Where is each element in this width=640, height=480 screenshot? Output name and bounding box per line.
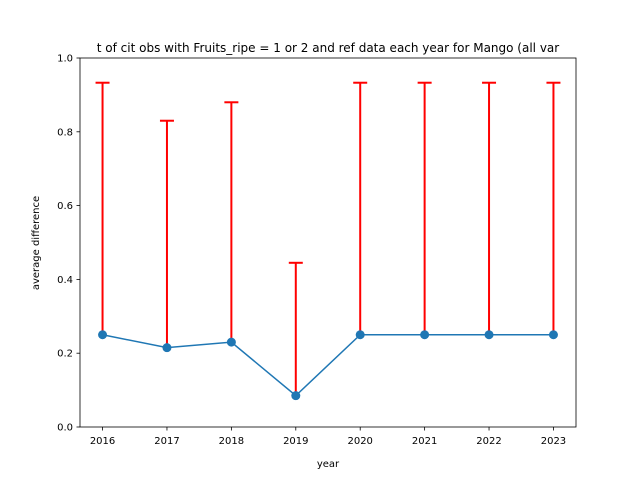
x-tick-label: 2016 bbox=[90, 436, 115, 447]
y-axis-label: average difference bbox=[31, 196, 42, 290]
data-point bbox=[548, 330, 558, 340]
x-tick-label: 2020 bbox=[347, 436, 372, 447]
plot-area bbox=[79, 57, 577, 428]
x-tick-label: 2021 bbox=[412, 436, 437, 447]
y-tick-label: 0.8 bbox=[57, 127, 73, 138]
x-axis-ticks: 2016 2017 2018 2019 2020 2021 2022 2023 bbox=[90, 427, 566, 447]
y-tick-label: 0.0 bbox=[57, 423, 73, 434]
chart-title: t of cit obs with Fruits_ripe = 1 or 2 a… bbox=[97, 41, 559, 55]
x-tick-label: 2019 bbox=[283, 436, 308, 447]
y-tick-label: 0.2 bbox=[57, 349, 73, 360]
data-point bbox=[291, 391, 301, 401]
y-tick-label: 0.4 bbox=[57, 275, 73, 286]
data-point bbox=[98, 330, 108, 340]
x-tick-label: 2023 bbox=[541, 436, 566, 447]
x-tick-label: 2018 bbox=[219, 436, 244, 447]
y-axis-ticks: 0.0 0.2 0.4 0.6 0.8 1.0 bbox=[57, 54, 80, 434]
series-line bbox=[102, 334, 554, 397]
x-tick-label: 2017 bbox=[154, 436, 179, 447]
axes-frame bbox=[79, 57, 577, 428]
y-tick-label: 1.0 bbox=[57, 54, 73, 65]
data-point bbox=[484, 330, 494, 340]
data-point bbox=[226, 337, 236, 347]
data-point bbox=[420, 330, 430, 340]
x-tick-label: 2022 bbox=[476, 436, 501, 447]
y-tick-label: 0.6 bbox=[57, 201, 73, 212]
x-axis-label: year bbox=[317, 459, 340, 470]
data-point bbox=[162, 343, 172, 353]
data-point bbox=[355, 330, 365, 340]
